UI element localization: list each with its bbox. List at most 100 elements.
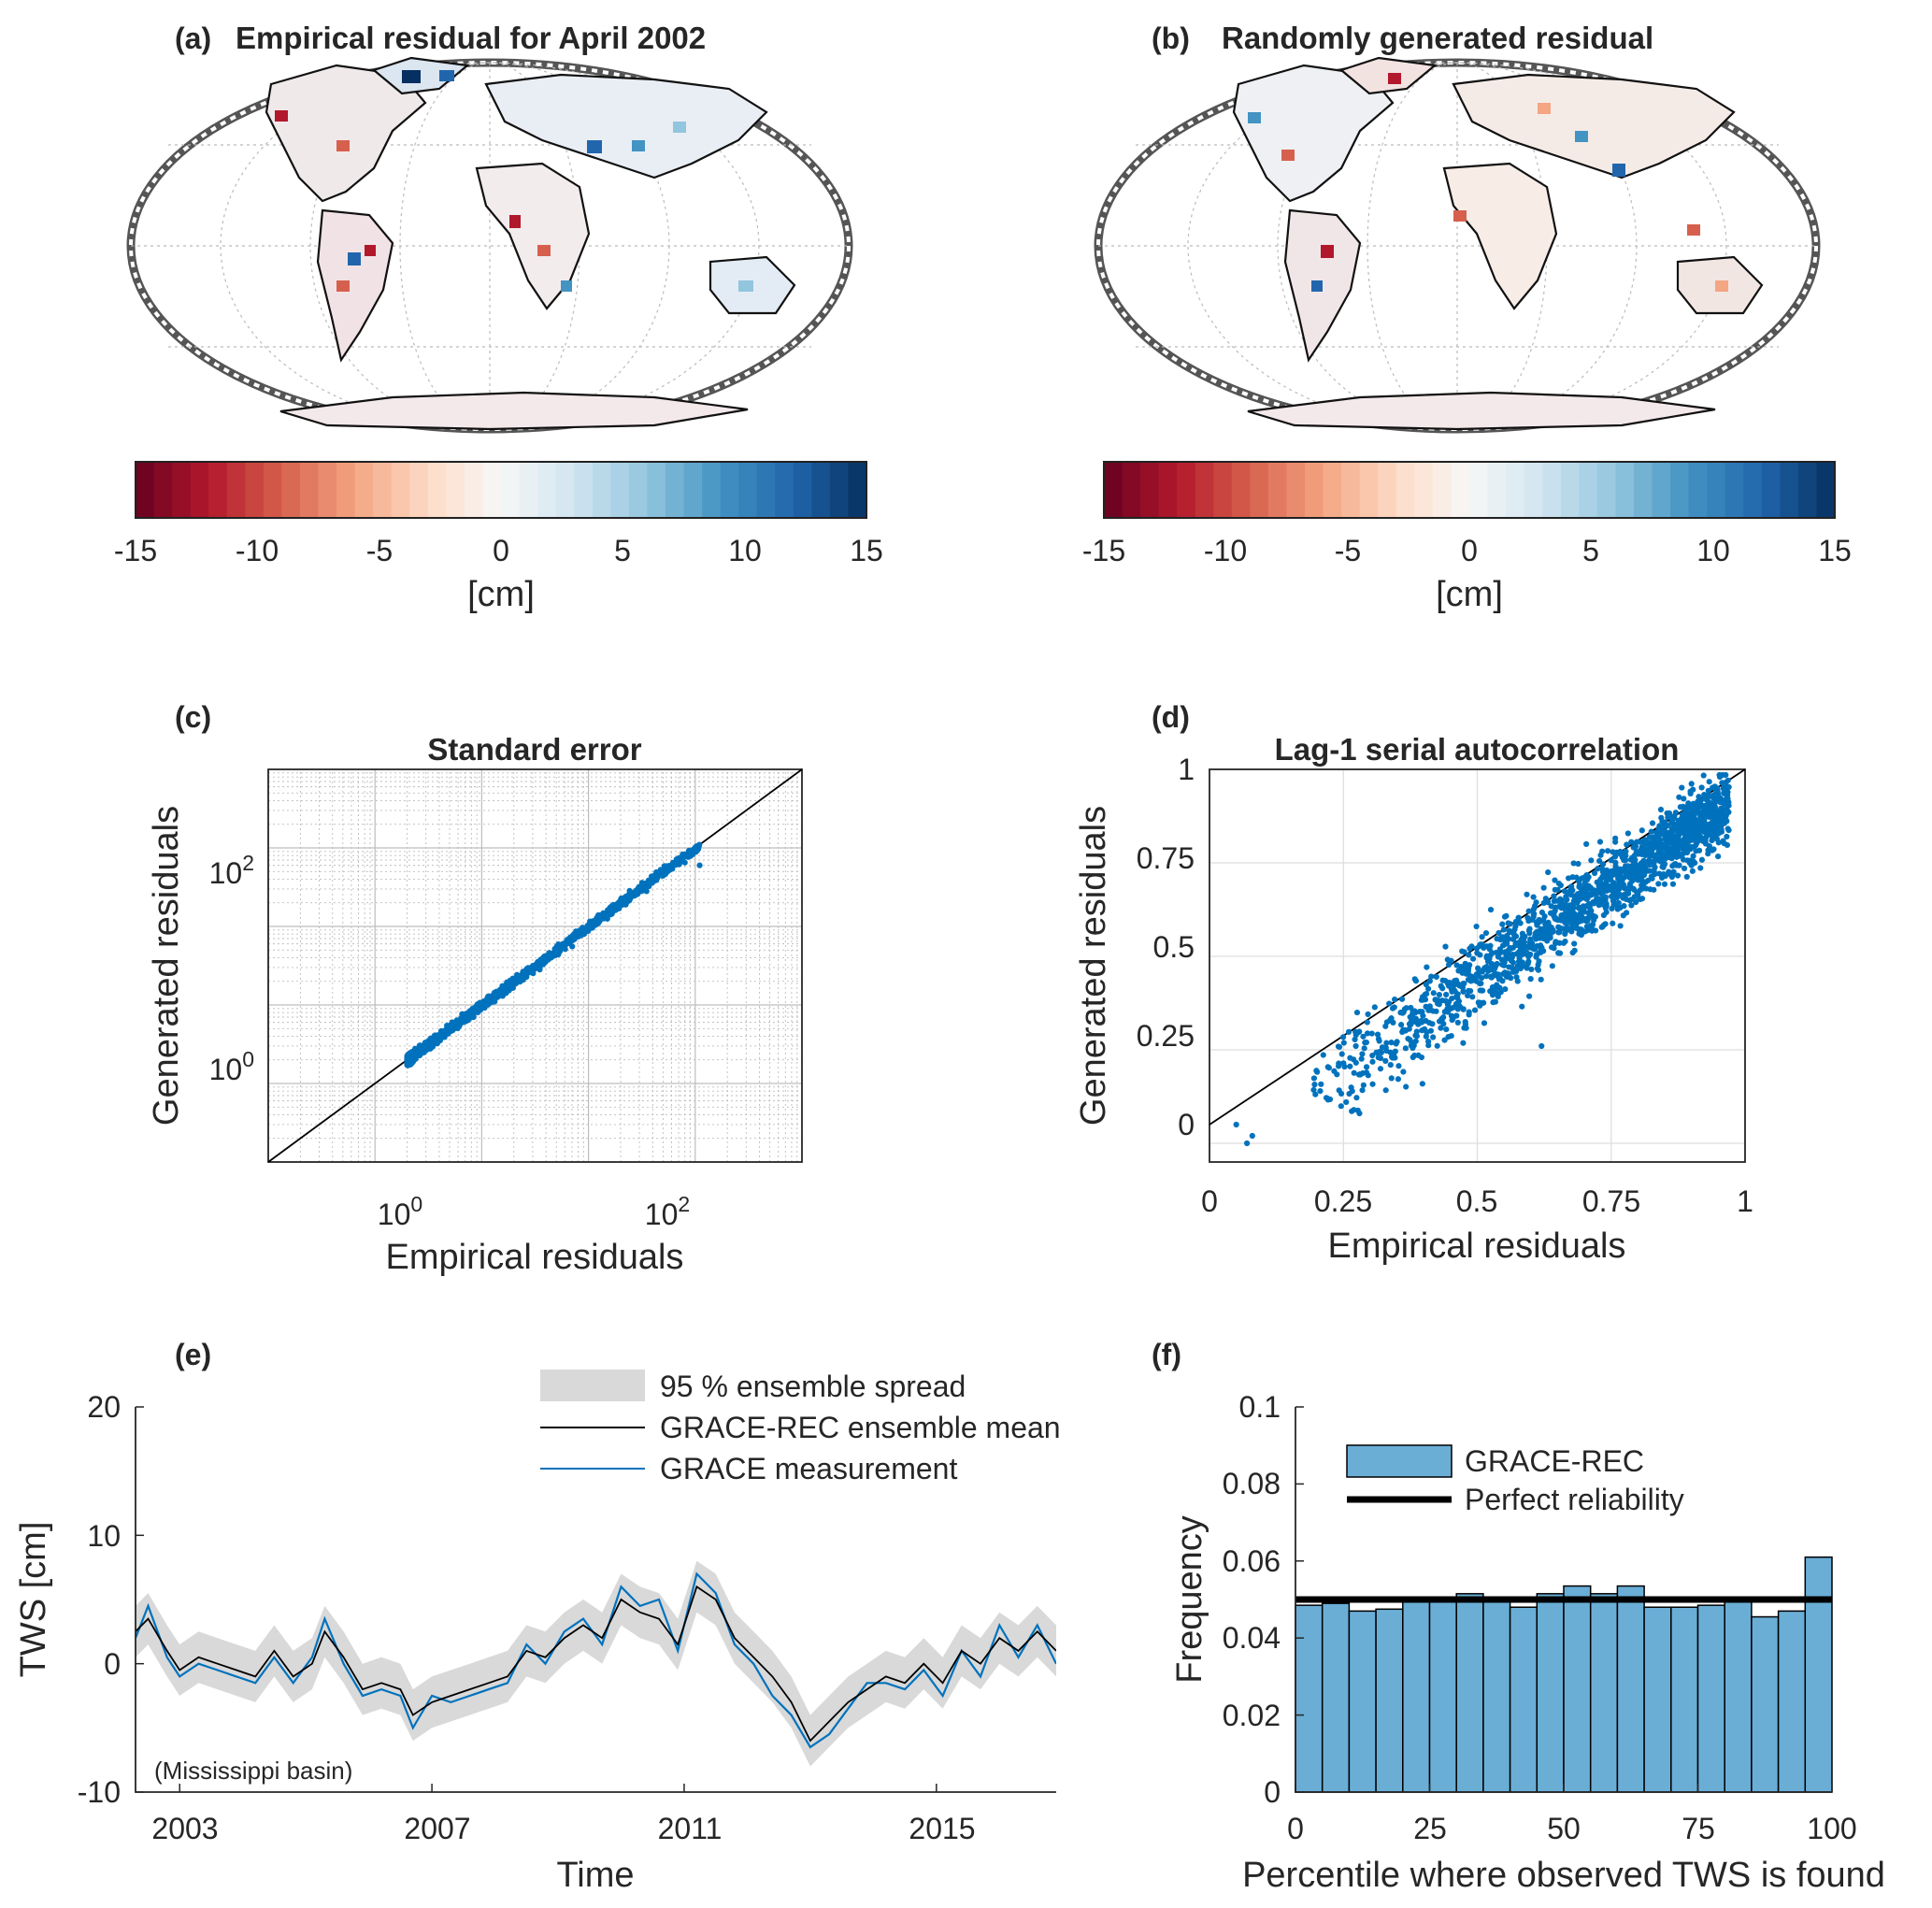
- scatter-point: [665, 863, 673, 869]
- scatter-point: [1649, 820, 1656, 826]
- scatter-point: [530, 970, 537, 977]
- scatter-point: [1438, 1017, 1445, 1024]
- scatter-point: [1701, 829, 1709, 836]
- scatter-point: [1570, 860, 1577, 867]
- scatter-point: [1425, 1038, 1432, 1045]
- scatter-point: [1647, 862, 1653, 868]
- scatter-point: [454, 1025, 461, 1032]
- scatter-point: [1343, 1098, 1350, 1106]
- scatter-point: [1356, 1071, 1363, 1078]
- scatter-point: [1453, 977, 1460, 983]
- colorbar-swatch: [1177, 462, 1196, 518]
- histogram-bar: [1402, 1600, 1431, 1793]
- scatter-point: [1244, 1140, 1251, 1147]
- scatter-point: [1453, 1001, 1459, 1008]
- scatter-point: [1725, 783, 1732, 791]
- scatter-point: [1533, 936, 1539, 942]
- colorbar-swatch: [1761, 462, 1781, 518]
- chart-f-xtick: 50: [1547, 1812, 1581, 1845]
- chart-d-xlabel: Empirical residuals: [1328, 1227, 1626, 1266]
- scatter-point: [1577, 884, 1583, 891]
- scatter-point: [1499, 921, 1506, 927]
- colorbar-a: -15 -10 -5 0 5 10 15 [cm]: [114, 461, 883, 614]
- scatter-point: [1698, 856, 1706, 863]
- panel-c-label: (c): [175, 700, 211, 734]
- chart-f-xtick: 25: [1413, 1812, 1447, 1845]
- scatter-point: [1684, 804, 1691, 811]
- colorbar-swatch: [683, 462, 703, 518]
- scatter-point: [1697, 801, 1704, 808]
- scatter-point: [694, 844, 701, 851]
- scatter-point: [1683, 811, 1690, 818]
- scatter-point: [1336, 1060, 1342, 1067]
- scatter-point: [1538, 929, 1544, 936]
- scatter-point: [1395, 1063, 1402, 1069]
- scatter-point: [1412, 978, 1420, 984]
- scatter-point: [1469, 994, 1476, 1000]
- scatter-point: [1461, 1025, 1467, 1031]
- scatter-point: [1419, 1081, 1425, 1087]
- scatter-point: [1338, 1103, 1344, 1110]
- scatter-point: [1550, 926, 1556, 934]
- scatter-point: [1551, 893, 1557, 899]
- scatter-point: [1611, 854, 1619, 860]
- scatter-point: [1453, 994, 1459, 1000]
- scatter-point: [1692, 831, 1698, 838]
- scatter-point: [1578, 889, 1584, 896]
- scatter-point: [1564, 905, 1571, 911]
- scatter-point: [1675, 817, 1682, 824]
- residual-cell: [738, 280, 753, 292]
- histogram-bar: [1777, 1610, 1807, 1793]
- colorbar-b-tick: 10: [1696, 534, 1730, 567]
- scatter-point: [1503, 955, 1510, 962]
- scatter-point: [1478, 980, 1484, 987]
- scatter-point: [1599, 848, 1606, 854]
- scatter-point: [1249, 1132, 1255, 1140]
- residual-cell: [1612, 164, 1625, 177]
- scatter-point: [1623, 856, 1629, 864]
- scatter-point: [1443, 1026, 1450, 1033]
- colorbar-swatch: [1724, 462, 1744, 518]
- scatter-point: [1549, 944, 1555, 951]
- scatter-point: [1500, 970, 1507, 977]
- scatter-point: [1670, 814, 1678, 821]
- scatter-point: [1501, 962, 1508, 968]
- residual-cell: [1281, 150, 1295, 161]
- scatter-point: [1379, 1044, 1386, 1051]
- scatter-point: [1492, 988, 1498, 995]
- scatter-point: [696, 862, 703, 868]
- colorbar-a-tick: 10: [728, 534, 762, 567]
- scatter-point: [1716, 773, 1724, 781]
- scatter-point: [1313, 1068, 1320, 1074]
- scatter-point: [508, 984, 515, 992]
- scatter-point: [1490, 999, 1496, 1006]
- colorbar-swatch: [281, 462, 301, 518]
- scatter-point: [1412, 1015, 1419, 1022]
- map-graticule: [1098, 62, 1816, 430]
- scatter-point: [660, 872, 666, 879]
- colorbar-swatch: [446, 462, 465, 518]
- residual-cell: [509, 215, 521, 228]
- chart-d-xtick: 0.75: [1582, 1184, 1640, 1218]
- residual-cell: [1687, 224, 1700, 236]
- scatter-point: [1475, 971, 1481, 978]
- scatter-point: [1562, 930, 1568, 938]
- chart-e-spread-band: [136, 1560, 1056, 1767]
- scatter-point: [1614, 872, 1621, 879]
- scatter-point: [1612, 835, 1619, 841]
- scatter-point: [1581, 883, 1588, 891]
- scatter-point: [1373, 1049, 1380, 1055]
- scatter-point: [1608, 893, 1615, 900]
- scatter-point: [1426, 1006, 1434, 1012]
- scatter-point: [1497, 989, 1504, 996]
- scatter-point: [1561, 888, 1568, 895]
- scatter-point: [1439, 977, 1446, 983]
- legend-grace-label: GRACE measurement: [660, 1452, 957, 1485]
- scatter-point: [1689, 868, 1696, 874]
- scatter-point: [1459, 948, 1466, 954]
- scatter-point: [1660, 864, 1667, 870]
- chart-d-ytick: 0.5: [1153, 930, 1195, 964]
- scatter-point: [1495, 971, 1502, 978]
- scatter-point: [1352, 1042, 1359, 1050]
- scatter-point: [512, 975, 519, 982]
